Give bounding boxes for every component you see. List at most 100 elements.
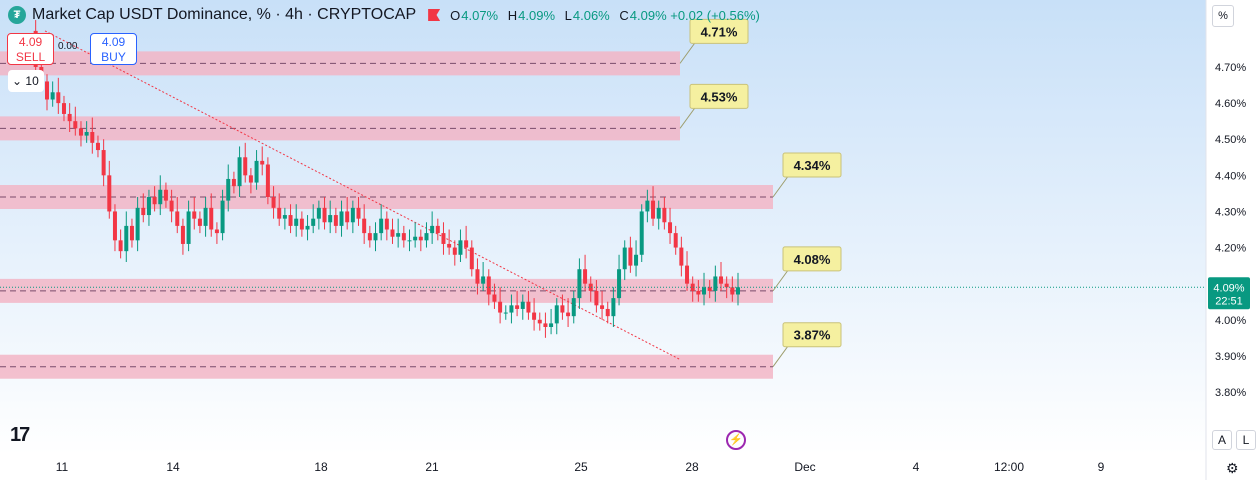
- candle-body: [441, 233, 446, 244]
- bar-countdown: 22:51: [1215, 295, 1243, 307]
- lightning-icon[interactable]: ⚡: [726, 430, 746, 450]
- y-tick-label: 4.60%: [1215, 98, 1246, 110]
- candle-body: [237, 157, 242, 187]
- buy-price: 4.09: [101, 35, 126, 49]
- candle-body: [163, 189, 168, 201]
- candle-body: [543, 323, 548, 327]
- candle-body: [254, 160, 259, 183]
- quantity-dropdown[interactable]: ⌄ 10: [8, 70, 44, 92]
- buy-button[interactable]: 4.09 BUY: [90, 33, 137, 65]
- candle-body: [316, 207, 321, 219]
- candle-body: [537, 319, 542, 324]
- candle-body: [736, 287, 740, 295]
- callout-label: 4.34%: [794, 158, 831, 173]
- x-tick-label: Dec: [794, 460, 815, 474]
- candle-body: [260, 160, 265, 165]
- candle-body: [668, 222, 673, 234]
- candle-body: [282, 215, 287, 219]
- candle-body: [413, 236, 418, 241]
- candle-body: [50, 92, 55, 100]
- callout-box[interactable]: [689, 83, 749, 109]
- candle-body: [526, 301, 531, 313]
- candle-body: [713, 276, 718, 291]
- candle-body: [617, 269, 622, 299]
- candle-body: [90, 132, 95, 143]
- candle-body: [214, 229, 219, 234]
- candle-body: [424, 233, 429, 241]
- callout-label: 4.71%: [701, 24, 738, 39]
- sell-button[interactable]: 4.09 SELL: [7, 33, 54, 65]
- candle-body: [78, 128, 83, 136]
- candle-body: [560, 305, 565, 313]
- candle-body: [169, 200, 174, 212]
- candle-body: [56, 92, 61, 104]
- candle-body: [611, 298, 616, 317]
- spread-value: 0.00: [58, 41, 78, 52]
- gear-icon[interactable]: ⚙: [1226, 460, 1239, 476]
- symbol-title[interactable]: Market Cap USDT Dominance, % · 4h · CRYP…: [32, 6, 417, 23]
- callout-pointer: [679, 41, 697, 64]
- candle-body: [401, 233, 406, 241]
- candle-body: [464, 240, 469, 248]
- candle-body: [112, 211, 117, 241]
- candle-body: [588, 283, 593, 291]
- candle-body: [566, 312, 571, 317]
- candle-body: [226, 178, 231, 201]
- tradingview-logo[interactable]: 17: [10, 424, 30, 446]
- candle-body: [679, 247, 684, 266]
- callout-box[interactable]: [689, 18, 749, 44]
- candle-body: [328, 215, 333, 223]
- candle-body: [719, 276, 724, 284]
- candle-body: [634, 254, 639, 266]
- candle-body: [651, 200, 656, 219]
- candle-body: [277, 207, 282, 219]
- candle-body: [724, 283, 729, 288]
- y-tick-label: 4.40%: [1215, 170, 1246, 182]
- callout-pointer: [772, 344, 790, 368]
- candle-body: [186, 211, 191, 244]
- candle-body: [345, 211, 350, 223]
- callout-box[interactable]: [782, 322, 842, 348]
- candle-body: [515, 305, 520, 309]
- candle-body: [73, 121, 78, 129]
- candle-body: [333, 215, 338, 226]
- candle-body: [311, 218, 316, 226]
- candle-body: [696, 290, 701, 295]
- y-tick-label: 3.80%: [1215, 387, 1246, 399]
- candle-body: [135, 207, 140, 241]
- candle-body: [571, 298, 576, 317]
- candle-body: [231, 178, 236, 187]
- auto-scale-button[interactable]: A: [1212, 430, 1232, 450]
- candle-body: [305, 225, 310, 230]
- candle-body: [175, 211, 180, 226]
- callout-box[interactable]: [782, 152, 842, 178]
- y-tick-label: 4.20%: [1215, 243, 1246, 255]
- y-tick-label: 4.70%: [1215, 62, 1246, 74]
- trend-line[interactable]: [44, 30, 681, 360]
- candle-body: [577, 269, 582, 299]
- candle-body: [243, 157, 248, 176]
- candle-body: [594, 290, 599, 306]
- y-tick-label: 3.90%: [1215, 351, 1246, 363]
- callout-label: 3.87%: [794, 328, 831, 343]
- ohlc-readout: O4.07% H4.09% L4.06% C4.09% +0.02 (+0.56…: [450, 7, 760, 23]
- x-tick-label: 12:00: [994, 460, 1024, 474]
- candle-body: [220, 200, 225, 234]
- candle-body: [265, 164, 270, 197]
- candle-body: [356, 207, 361, 219]
- log-scale-button[interactable]: L: [1236, 430, 1256, 450]
- chart-background: [0, 0, 1206, 455]
- x-tick-label: 11: [56, 460, 69, 474]
- x-tick-label: 28: [685, 460, 699, 474]
- candle-body: [418, 236, 423, 241]
- chart-header: ₮ Market Cap USDT Dominance, % · 4h · CR…: [0, 0, 766, 30]
- callout-pointer: [679, 106, 697, 129]
- callout-box[interactable]: [782, 246, 842, 272]
- candle-body: [44, 81, 49, 100]
- quantity-value: 10: [25, 74, 39, 88]
- percent-toggle-button[interactable]: %: [1212, 5, 1234, 27]
- candle-body: [475, 269, 480, 284]
- flag-icon[interactable]: [428, 9, 441, 21]
- candle-body: [299, 218, 304, 230]
